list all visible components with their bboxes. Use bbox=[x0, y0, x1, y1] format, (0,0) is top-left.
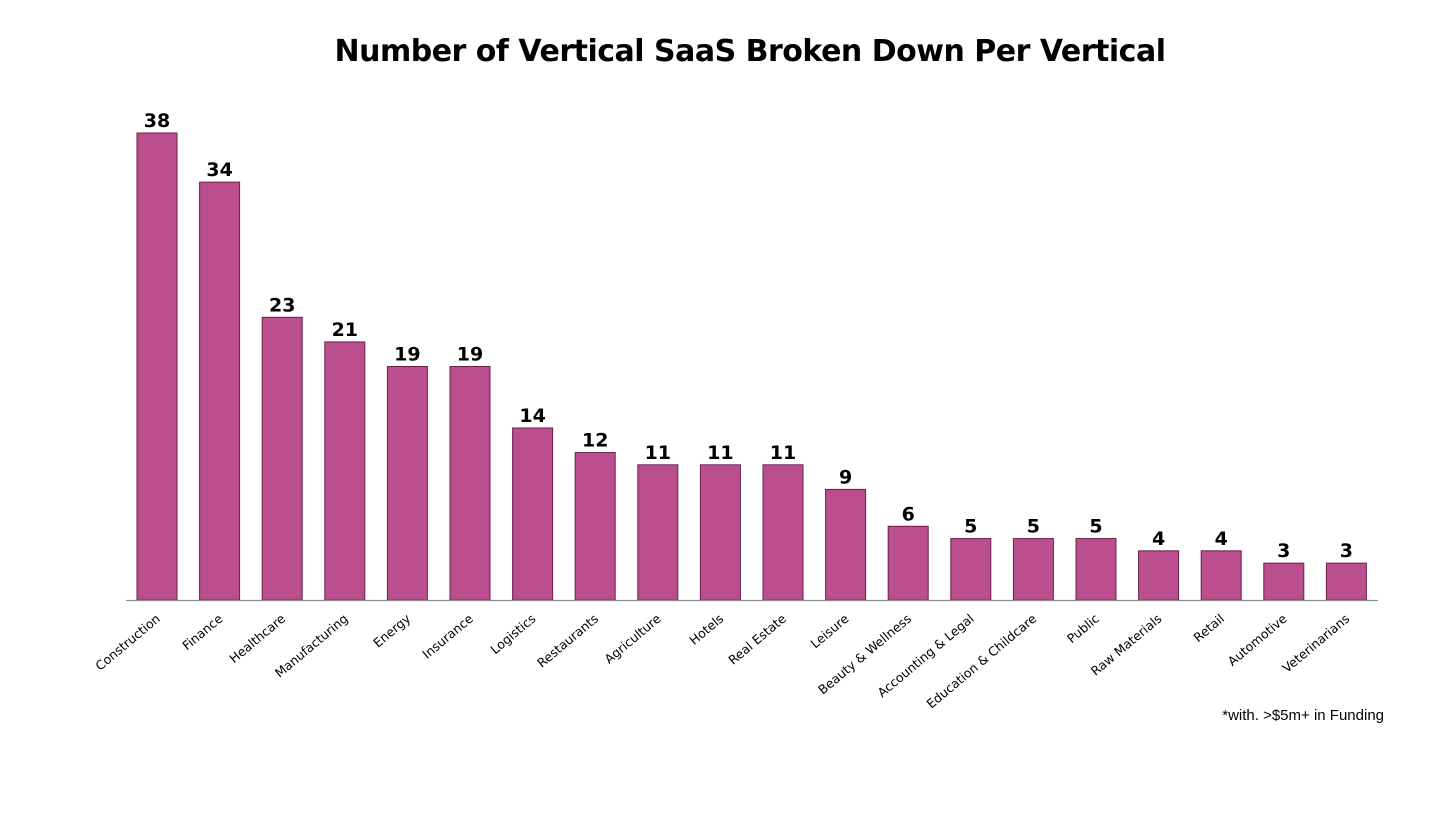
category-label-public: Public bbox=[1064, 611, 1102, 646]
bar-hotels bbox=[699, 464, 741, 601]
value-label-veterinarians: 3 bbox=[1340, 540, 1353, 562]
bar-construction bbox=[136, 132, 178, 601]
bar-automotive bbox=[1263, 562, 1305, 601]
value-label-education-childcare: 5 bbox=[1027, 516, 1040, 538]
bar-manufacturing bbox=[324, 341, 366, 601]
value-label-hotels: 11 bbox=[707, 442, 733, 464]
category-label-real-estate: Real Estate bbox=[725, 611, 789, 668]
category-label-retail: Retail bbox=[1190, 611, 1227, 645]
category-label-automotive: Automotive bbox=[1225, 611, 1290, 669]
bar-logistics bbox=[512, 427, 554, 601]
value-label-agriculture: 11 bbox=[645, 442, 671, 464]
bar-real-estate bbox=[762, 464, 804, 601]
bar-retail bbox=[1200, 550, 1242, 601]
bar-education-childcare bbox=[1012, 538, 1054, 601]
value-label-raw-materials: 4 bbox=[1152, 528, 1165, 550]
value-label-public: 5 bbox=[1089, 516, 1102, 538]
bar-insurance bbox=[449, 366, 491, 601]
category-label-insurance: Insurance bbox=[419, 611, 476, 662]
value-label-automotive: 3 bbox=[1277, 540, 1290, 562]
category-label-hotels: Hotels bbox=[686, 611, 726, 648]
value-label-energy: 19 bbox=[394, 344, 420, 366]
value-label-beauty-wellness: 6 bbox=[902, 503, 915, 525]
bar-finance bbox=[199, 181, 241, 601]
category-label-energy: Energy bbox=[370, 610, 414, 650]
bar-healthcare bbox=[261, 316, 303, 601]
value-label-retail: 4 bbox=[1215, 528, 1228, 550]
category-label-veterinarians: Veterinarians bbox=[1279, 611, 1352, 676]
category-label-education-childcare: Education & Childcare bbox=[924, 611, 1040, 712]
bar-energy bbox=[386, 366, 428, 601]
value-label-finance: 34 bbox=[206, 159, 232, 181]
bar-restaurants bbox=[574, 452, 616, 601]
value-label-restaurants: 12 bbox=[582, 430, 608, 452]
bar-public bbox=[1075, 538, 1117, 601]
chart-title: Number of Vertical SaaS Broken Down Per … bbox=[334, 34, 1166, 69]
value-label-insurance: 19 bbox=[457, 344, 483, 366]
bar-veterinarians bbox=[1325, 562, 1367, 601]
bar-accounting-legal bbox=[950, 538, 992, 601]
bar-beauty-wellness bbox=[887, 525, 929, 601]
value-label-leisure: 9 bbox=[839, 466, 852, 488]
category-label-construction: Construction bbox=[92, 611, 163, 674]
value-label-healthcare: 23 bbox=[269, 294, 295, 316]
bar-raw-materials bbox=[1138, 550, 1180, 601]
value-label-logistics: 14 bbox=[519, 405, 545, 427]
bar-agriculture bbox=[637, 464, 679, 601]
category-label-finance: Finance bbox=[179, 611, 226, 653]
value-label-manufacturing: 21 bbox=[332, 319, 358, 341]
value-label-construction: 38 bbox=[144, 110, 170, 132]
category-label-agriculture: Agriculture bbox=[601, 611, 664, 667]
value-label-real-estate: 11 bbox=[770, 442, 796, 464]
footnote: *with. >$5m+ in Funding bbox=[1222, 707, 1384, 724]
category-label-logistics: Logistics bbox=[487, 611, 538, 657]
bar-leisure bbox=[825, 488, 867, 601]
category-label-restaurants: Restaurants bbox=[534, 611, 601, 671]
category-label-healthcare: Healthcare bbox=[226, 611, 288, 666]
value-label-accounting-legal: 5 bbox=[964, 516, 977, 538]
category-label-leisure: Leisure bbox=[807, 611, 851, 652]
